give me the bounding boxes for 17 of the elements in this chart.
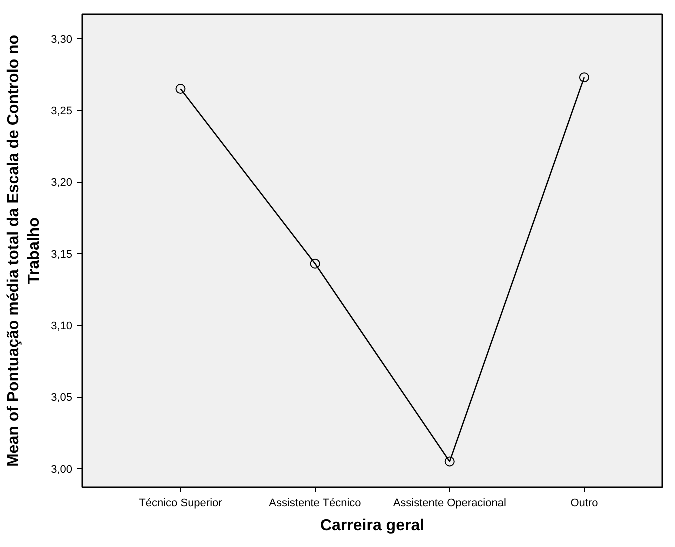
point — [176, 84, 186, 94]
x-axis-title: Carreira geral — [320, 518, 425, 534]
y-tick-label: 3,00 — [51, 464, 73, 476]
point — [310, 258, 320, 269]
y-tick-label: 3,30 — [51, 34, 73, 46]
y-axis-title: Mean of Pontuação média total da Escala de Controlo no Trabalho — [6, 34, 44, 468]
y-tick-label: 3,25 — [51, 106, 73, 118]
y-tick-label: 3,20 — [51, 177, 73, 190]
x-tick-label: Outro — [570, 498, 598, 510]
y-tick-label: 3,15 — [51, 248, 73, 261]
point — [444, 456, 455, 467]
x-tick-label: Técnico Superior — [139, 498, 223, 510]
y-tick-label: 3,10 — [51, 320, 73, 333]
x-tick-label: Assistente Operacional — [393, 498, 506, 510]
y-tick-label: 3,05 — [51, 392, 73, 404]
point — [579, 72, 590, 83]
x-tick-label: Assistente Técnico — [269, 498, 362, 510]
